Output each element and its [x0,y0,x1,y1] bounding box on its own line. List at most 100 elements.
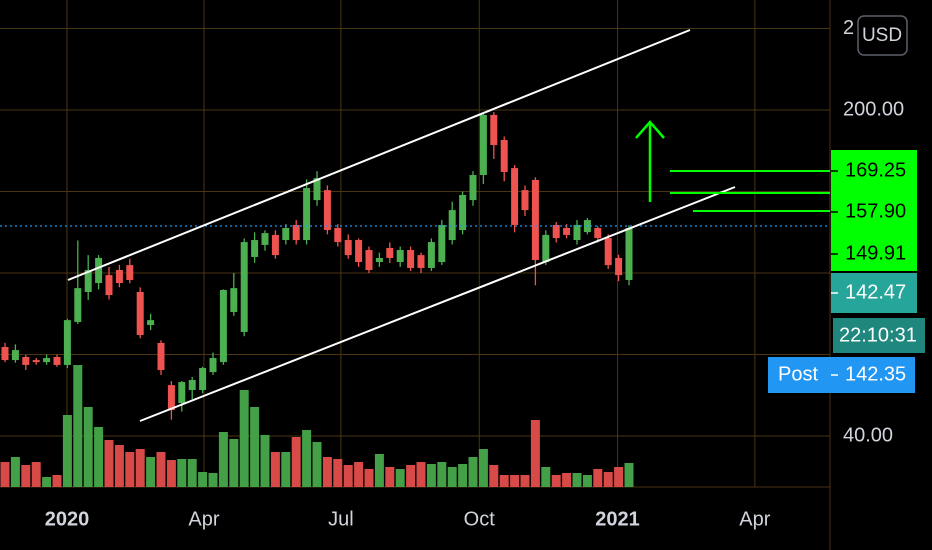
volume-bar [510,475,520,487]
volume-bar [239,390,249,487]
candle-body [625,228,633,280]
candle-body [1,347,9,361]
volume-bar [73,365,83,487]
candle-body [563,228,571,235]
countdown-box [833,318,925,353]
candle-body [22,356,30,365]
volume-bar [146,457,156,487]
candle-body [209,358,217,373]
candle-body [303,188,311,241]
last-price-box [831,273,917,313]
candle-body [521,190,529,211]
volume-pane [0,365,634,487]
candle-body [126,265,134,280]
volume-bar [562,473,572,487]
countdown: 22:10:31 [839,324,917,346]
volume-bar [229,439,239,487]
currency-button[interactable] [857,15,908,56]
candle-body [199,368,207,391]
volume-bar [52,475,62,487]
candle-body [386,247,394,258]
level-tag-box [831,150,917,271]
candle-body [219,289,227,363]
volume-bar [104,440,114,487]
candle-body [459,195,467,231]
post-label-box [768,357,829,393]
candle-body [396,250,404,263]
candle-body [438,224,446,263]
candle-body [479,114,487,176]
x-tick-label: Apr [739,508,770,530]
volume-bar [406,465,416,487]
candle-body [261,233,269,245]
volume-bar [364,469,374,487]
post-label: Post [778,363,818,385]
candle-body [448,210,456,241]
volume-bar [312,442,322,487]
volume-bar [31,462,41,487]
candle-body [604,237,612,266]
volume-bar [343,465,353,487]
volume-bar [603,472,613,487]
volume-bar [426,464,436,487]
candle-body [542,234,550,263]
last-price: 142.47 [845,281,906,303]
candle-body [188,380,196,391]
volume-bar [83,407,93,487]
channel-upper [67,29,691,281]
volume-bar [572,473,582,487]
volume-bar [177,459,187,487]
volume-bar [333,459,343,487]
grid [0,0,830,487]
volume-bar [322,457,332,487]
volume-bar [62,415,72,487]
volume-bar [541,467,551,487]
volume-bar [42,477,52,487]
volume-bar [156,452,166,487]
candle-body [334,228,342,243]
volume-bar [468,457,478,487]
volume-bar [218,432,228,487]
candle-body [32,360,40,363]
post-price: 142.35 [845,363,906,385]
volume-bar [208,473,218,487]
candle-body [355,240,363,263]
candle-body [573,224,581,241]
candle-body [167,385,175,410]
level-tag: 169.25 [845,159,906,181]
candle-body [282,228,290,241]
volume-bar [478,449,488,487]
candle-body [53,356,61,365]
candle-body [552,224,560,238]
volume-bar [0,462,10,487]
y-tick-label: 200.00 [843,98,904,120]
candle-body [230,288,238,312]
volume-bar [270,452,280,487]
candle-body [95,257,103,284]
volume-bar [499,475,509,487]
volume-bar [489,465,499,487]
volume-bar [125,452,135,487]
candle-body [365,250,373,270]
candle-body [417,255,425,268]
volume-bar [198,472,208,487]
candle-body [594,228,602,238]
volume-bar [551,475,561,487]
candle-body [84,269,92,292]
x-tick-label: Apr [188,508,219,530]
candle-body [271,234,279,256]
channel-lower [139,186,736,422]
volume-bar [250,407,260,487]
volume-bar [135,449,145,487]
level-tag: 157.90 [845,200,906,222]
candle-body [500,139,508,172]
volume-bar [416,462,426,487]
y-axis: 40.00 200.00 2 [843,17,904,447]
x-tick-label: Oct [464,508,496,530]
candle-body [323,190,331,231]
volume-bar [374,454,384,487]
y-tick-label: 40.00 [843,424,893,446]
y-tick-label: 2 [843,17,854,39]
currency[interactable]: USD [862,25,902,46]
